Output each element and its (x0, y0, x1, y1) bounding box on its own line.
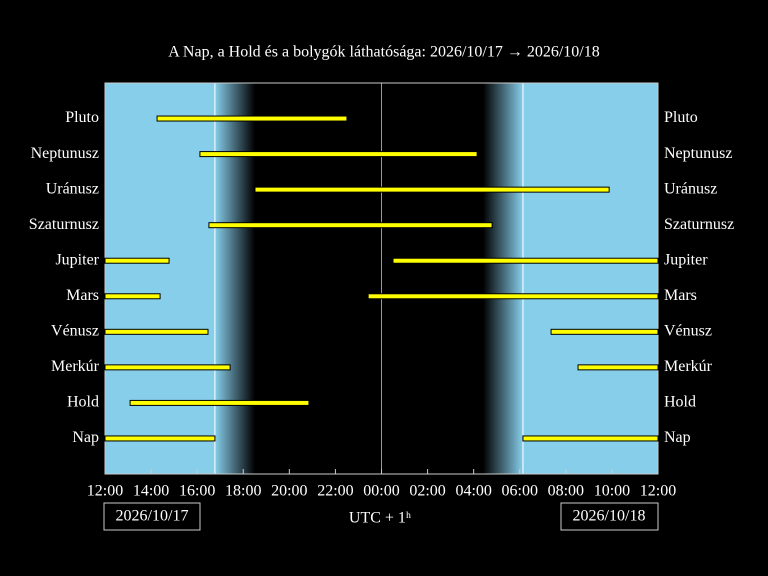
row-label: Merkúr (51, 358, 100, 375)
visibility-bar (208, 222, 493, 229)
end-date: 2026/10/18 (573, 508, 646, 525)
row-label: Jupiter (664, 251, 708, 268)
x-tick-label: 20:00 (271, 483, 307, 500)
date-box (560, 502, 659, 531)
x-tick-label: 12:00 (640, 483, 676, 500)
row-label: Hold (67, 394, 99, 411)
row-label: Mars (664, 287, 697, 304)
visibility-bar (104, 257, 170, 264)
dusk (214, 83, 255, 474)
row-label: Szaturnusz (664, 216, 734, 233)
sky-background (105, 83, 658, 474)
visibility-bar (104, 293, 161, 300)
date-box (103, 502, 201, 531)
x-tick-label: 14:00 (133, 483, 169, 500)
day-sky (522, 83, 658, 474)
row-label: Jupiter (55, 251, 99, 268)
row-label: Merkúr (664, 358, 713, 375)
x-tick-label: 00:00 (363, 483, 399, 500)
visibility-bar (254, 186, 610, 193)
chart-title: A Nap, a Hold és a bolygók láthatósága: … (168, 44, 600, 61)
visibility-bar (199, 151, 478, 158)
x-axis-label: UTC + 1ʰ (349, 510, 411, 527)
row-label: Nap (664, 429, 691, 446)
visibility-bar (129, 399, 310, 406)
visibility-bar (550, 328, 659, 335)
visibility-bar (104, 328, 209, 335)
row-label: Nap (72, 429, 99, 446)
x-tick-label: 08:00 (548, 483, 584, 500)
visibility-bar (522, 435, 659, 442)
row-label: Uránusz (664, 180, 717, 197)
row-label: Vénusz (51, 322, 99, 339)
row-label: Szaturnusz (29, 216, 99, 233)
x-tick-label: 12:00 (87, 483, 123, 500)
dawn (482, 83, 523, 474)
x-tick-label: 06:00 (502, 483, 538, 500)
visibility-bar (367, 293, 659, 300)
row-label: Uránusz (46, 180, 99, 197)
row-label: Neptunusz (31, 145, 99, 162)
x-tick-label: 10:00 (594, 483, 630, 500)
visibility-bar (392, 257, 659, 264)
x-tick-label: 04:00 (455, 483, 491, 500)
row-label: Neptunusz (664, 145, 732, 162)
row-label: Pluto (664, 109, 698, 126)
row-label: Pluto (65, 109, 99, 126)
row-label: Vénusz (664, 322, 712, 339)
x-tick-label: 02:00 (409, 483, 445, 500)
visibility-bar (577, 364, 659, 371)
visibility-bar (104, 364, 231, 371)
visibility-bar (156, 115, 348, 122)
day-sky (105, 83, 215, 474)
start-date: 2026/10/17 (116, 508, 189, 525)
visibility-bar (104, 435, 216, 442)
x-tick-label: 18:00 (225, 483, 261, 500)
x-tick-label: 16:00 (179, 483, 215, 500)
row-label: Hold (664, 394, 696, 411)
plot-area (104, 82, 659, 475)
row-label: Mars (66, 287, 99, 304)
x-tick-label: 22:00 (317, 483, 353, 500)
